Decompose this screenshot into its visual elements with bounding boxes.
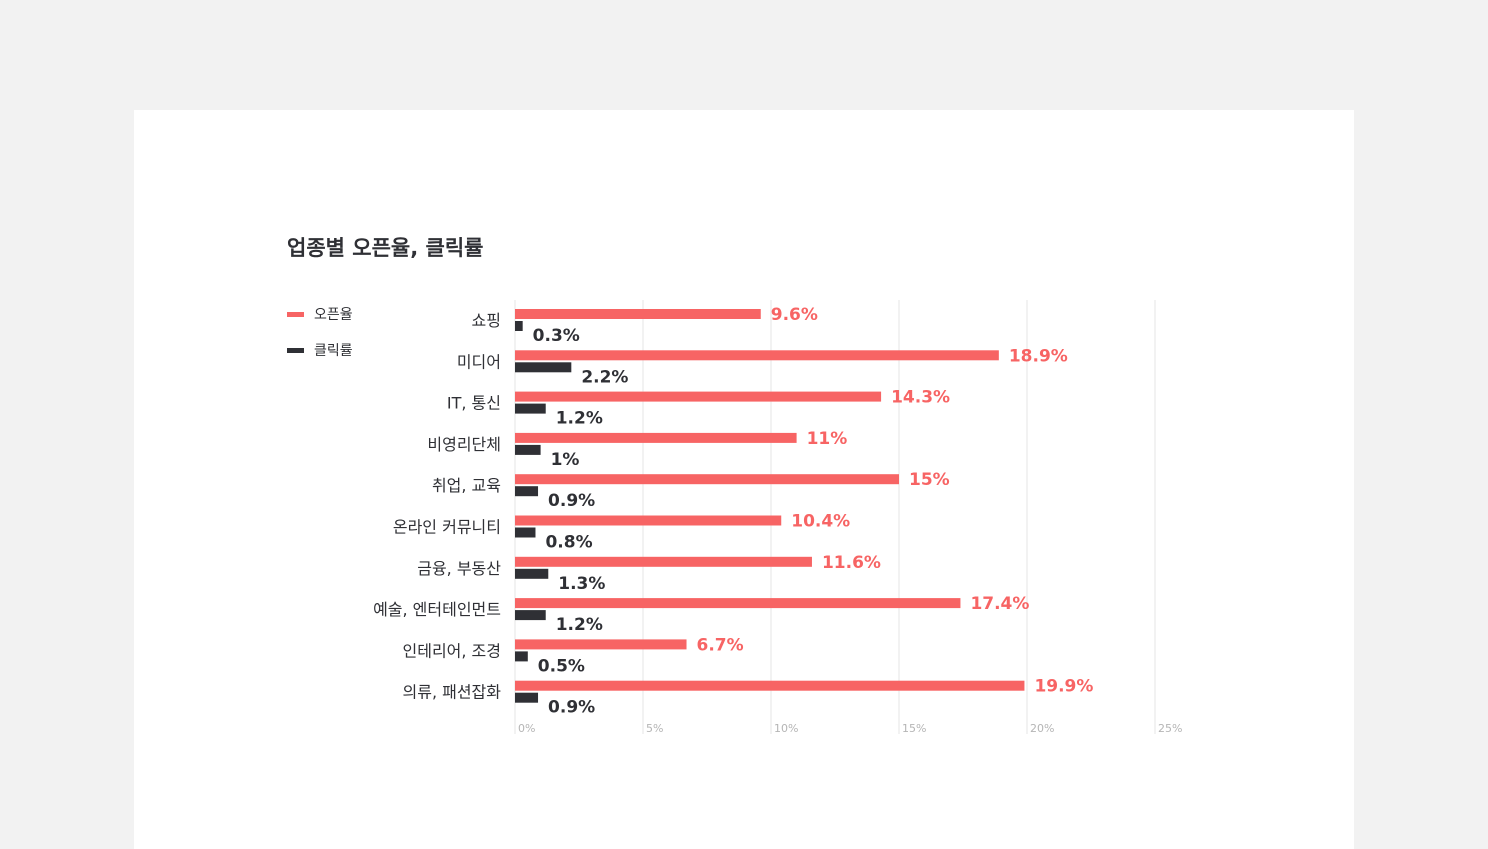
data-label-click-rate: 0.3%: [533, 326, 580, 346]
bar-click-rate: [515, 610, 546, 621]
chart-card: 업종별 오픈율, 클릭률 오픈율 클릭률 0% 5% 10% 15% 20% 25% 쇼핑 9…: [134, 110, 1354, 849]
category-label: 온라인 커뮤니티: [393, 518, 501, 537]
legend-swatch-click-rate: [287, 347, 304, 353]
category-label: 의류, 패션잡화: [403, 683, 502, 702]
category-label: 미디어: [457, 352, 501, 371]
x-tick-label: 5%: [646, 722, 663, 735]
data-label-click-rate: 0.5%: [538, 656, 585, 676]
bar-open-rate: [515, 515, 782, 526]
data-label-click-rate: 0.8%: [545, 533, 592, 553]
legend: 오픈율 클릭률: [287, 296, 353, 368]
x-tick-label: 15%: [902, 722, 926, 735]
bar-click-rate: [515, 692, 539, 703]
data-label-click-rate: 0.9%: [548, 491, 595, 511]
category-label: 비영리단체: [427, 435, 501, 454]
bar-open-rate: [515, 309, 761, 319]
legend-label-open-rate: 오픈율: [314, 307, 353, 323]
data-label-open-rate: 10.4%: [791, 512, 850, 532]
category-label: 인테리어, 조경: [403, 641, 502, 660]
data-label-click-rate: 1.2%: [556, 615, 603, 635]
bar-open-rate: [515, 680, 1025, 691]
data-label-click-rate: 2.2%: [581, 367, 628, 387]
data-label-open-rate: 14.3%: [891, 388, 950, 408]
bar-click-rate: [515, 444, 541, 455]
bar-click-rate: [515, 321, 523, 331]
bar-click-rate: [515, 527, 536, 538]
bar-open-rate: [515, 391, 882, 402]
chart-title: 업종별 오픈율, 클릭률: [287, 236, 484, 260]
category-label: 예술, 엔터테인먼트: [373, 600, 501, 619]
x-tick-label: 10%: [774, 722, 798, 735]
data-label-open-rate: 19.9%: [1034, 677, 1093, 697]
category-label: 취업, 교육: [432, 476, 501, 495]
data-label-click-rate: 1.2%: [556, 409, 603, 429]
data-label-open-rate: 9.6%: [771, 305, 818, 325]
data-label-click-rate: 1%: [551, 450, 580, 470]
data-label-click-rate: 1.3%: [558, 574, 605, 594]
data-label-open-rate: 18.9%: [1009, 346, 1068, 366]
bar-open-rate: [515, 432, 797, 443]
data-label-open-rate: 11%: [807, 429, 848, 449]
category-label: 금융, 부동산: [417, 559, 501, 578]
bar-click-rate: [515, 362, 572, 373]
data-label-click-rate: 0.9%: [548, 698, 595, 718]
legend-item-open-rate: 오픈율: [287, 296, 353, 332]
data-label-open-rate: 11.6%: [822, 553, 881, 573]
legend-label-click-rate: 클릭률: [314, 343, 353, 359]
legend-item-click-rate: 클릭률: [287, 332, 353, 368]
x-tick-label: 20%: [1030, 722, 1054, 735]
data-label-open-rate: 15%: [909, 470, 950, 490]
category-label: IT, 통신: [447, 394, 501, 413]
bar-open-rate: [515, 556, 812, 567]
x-tick-label: 25%: [1158, 722, 1182, 735]
data-label-open-rate: 6.7%: [697, 635, 744, 655]
bar-open-rate: [515, 598, 961, 609]
category-label: 쇼핑: [472, 311, 501, 330]
bar-open-rate: [515, 639, 687, 650]
data-label-open-rate: 17.4%: [970, 594, 1029, 614]
x-tick-label: 0%: [518, 722, 535, 735]
bar-chart-plot: 0% 5% 10% 15% 20% 25% 쇼핑 9.6% 0.3% 미디어 18.9% 2.2% IT…: [373, 300, 1182, 735]
bar-click-rate: [515, 486, 539, 497]
bar-click-rate: [515, 651, 528, 662]
bar-open-rate: [515, 474, 899, 485]
bar-click-rate: [515, 568, 549, 579]
bar-open-rate: [515, 350, 999, 361]
legend-swatch-open-rate: [287, 311, 304, 317]
bar-click-rate: [515, 403, 546, 414]
